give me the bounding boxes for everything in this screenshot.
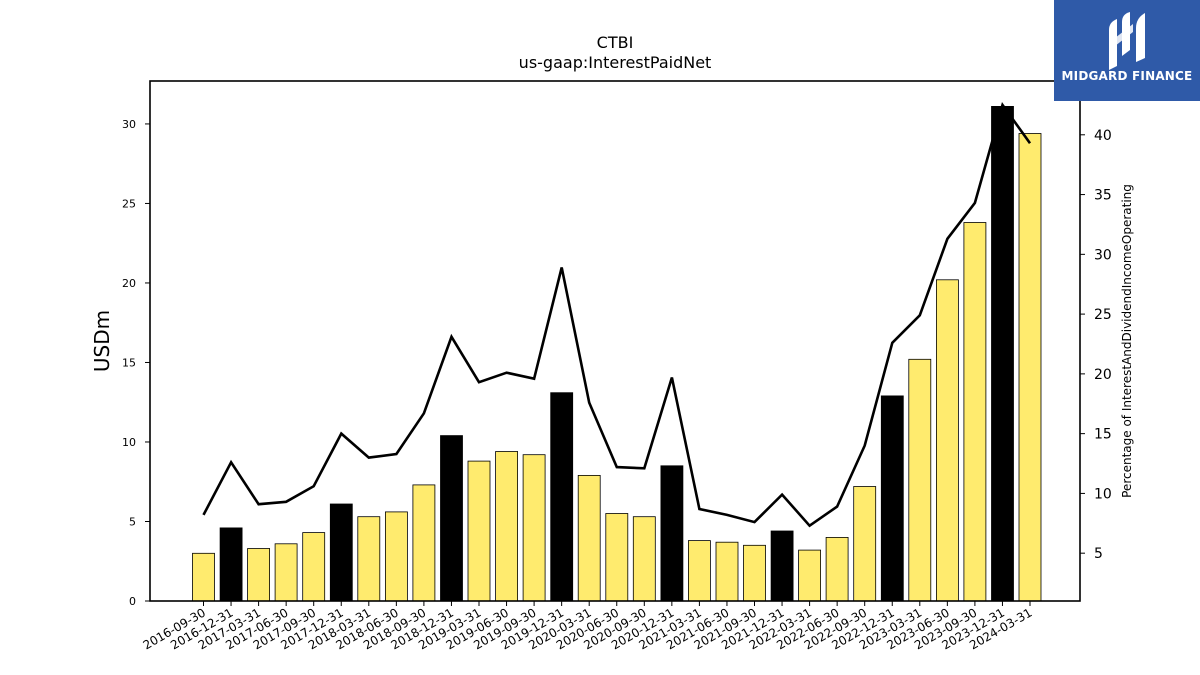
bar-2019-06-30: [495, 451, 519, 602]
y2-tick-label: 35: [1094, 188, 1112, 204]
y2-axis-label: Percentage of InterestAndDividendIncomeO…: [1120, 184, 1134, 498]
line-group: [202, 101, 1032, 528]
y-tick-label: 25: [122, 197, 136, 210]
y2-tick-label: 5: [1094, 546, 1103, 562]
bar-2021-06-30: [715, 541, 739, 602]
bar-2023-09-30: [963, 222, 987, 602]
y2-tick-label: 20: [1094, 367, 1112, 383]
midgard-m-logo-icon: [1109, 12, 1145, 70]
logo-text: MIDGARD FINANCE: [1061, 69, 1193, 83]
bar-2018-06-30: [384, 511, 408, 602]
bar-2021-03-31: [688, 540, 711, 602]
bar-2024-03-31: [1018, 133, 1042, 602]
bar-2019-09-30: [522, 454, 546, 602]
brand-logo: MIDGARD FINANCE: [1054, 0, 1200, 101]
bar-2020-06-30: [605, 513, 629, 602]
bar-2022-03-31: [798, 549, 821, 602]
bar-2018-12-31: [440, 435, 463, 602]
bar-2017-12-31: [329, 503, 353, 602]
bar-2019-03-31: [467, 460, 491, 602]
bar-2021-12-31: [770, 530, 794, 602]
bar-2022-09-30: [853, 486, 877, 602]
percentage-line: [202, 101, 1032, 528]
y-tick-label: 20: [122, 277, 136, 290]
y-tick-label: 0: [129, 595, 136, 608]
y2-tick-label: 15: [1094, 427, 1112, 443]
bar-2018-03-31: [357, 516, 381, 602]
bar-2017-03-31: [247, 548, 271, 602]
bar-2018-09-30: [412, 484, 436, 602]
y-tick-label: 10: [122, 436, 136, 449]
bar-2021-09-30: [743, 544, 766, 602]
y-tick-label: 5: [129, 515, 136, 528]
bar-2020-03-31: [577, 474, 601, 602]
y-axis-label: USDm: [90, 310, 114, 372]
bar-2019-12-31: [550, 392, 574, 602]
y-tick-label: 30: [122, 118, 136, 131]
bar-2017-09-30: [302, 532, 326, 602]
y2-tick-label: 10: [1094, 486, 1112, 502]
chart-title: CTBI: [597, 33, 634, 52]
bar-2016-12-31: [219, 527, 243, 602]
bars-group: [192, 106, 1042, 602]
bar-2023-12-31: [991, 106, 1014, 602]
y2-tick-label: 40: [1094, 128, 1112, 144]
y2-tick-label: 30: [1094, 247, 1112, 263]
bar-2016-09-30: [192, 552, 215, 602]
bar-2023-06-30: [936, 279, 959, 602]
chart-subtitle: us-gaap:InterestPaidNet: [519, 53, 712, 72]
bar-2023-03-31: [908, 358, 932, 602]
plot-frame: [149, 80, 1081, 602]
bar-2017-06-30: [274, 543, 298, 602]
y2-tick-label: 25: [1094, 307, 1112, 323]
bar-2022-12-31: [880, 395, 904, 602]
y-tick-label: 15: [122, 356, 136, 369]
bar-2020-09-30: [632, 516, 656, 602]
bar-2022-06-30: [825, 537, 849, 602]
bar-2020-12-31: [660, 465, 684, 602]
